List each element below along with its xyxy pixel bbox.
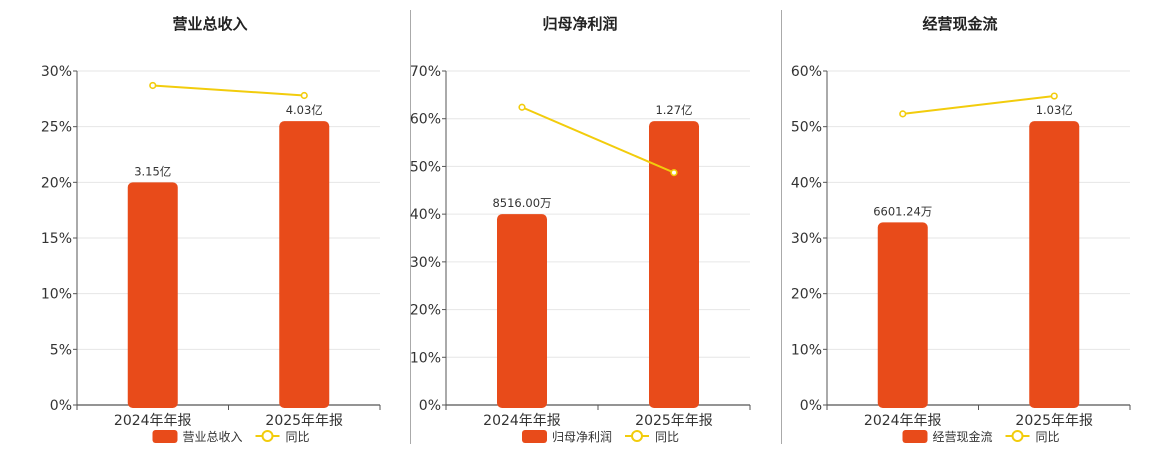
legend-bar-label: 归母净利润 [552, 430, 612, 444]
legend-line-label: 同比 [1036, 430, 1060, 444]
x-tick-label: 2025年年报 [1015, 413, 1093, 429]
bar [1029, 121, 1080, 408]
y-tick-label: 50% [410, 159, 441, 175]
legend-bar-label: 营业总收入 [183, 430, 243, 444]
yoy-point [518, 103, 526, 111]
bar [877, 222, 928, 408]
y-tick-label: 70% [410, 64, 441, 80]
chart-title: 经营现金流 [922, 15, 997, 33]
yoy-point [300, 91, 308, 100]
chart-title: 归母净利润 [542, 15, 617, 33]
y-tick-label: 60% [791, 64, 822, 80]
bar-data-label: 4.03亿 [286, 103, 323, 117]
x-tick-label: 2025年年报 [635, 413, 713, 429]
bar [649, 121, 699, 408]
bar-data-label: 1.27亿 [655, 103, 692, 117]
chart-title: 营业总收入 [172, 15, 247, 33]
x-tick-label: 2025年年报 [265, 413, 343, 429]
x-tick-label: 2024年年报 [114, 413, 192, 429]
legend-line-label: 同比 [286, 430, 310, 444]
bar [279, 121, 330, 408]
y-tick-label: 0% [800, 398, 822, 414]
yoy-line [152, 84, 305, 97]
y-tick-label: 30% [410, 255, 441, 271]
bar-data-label: 8516.00万 [492, 196, 551, 210]
y-tick-label: 20% [410, 303, 441, 319]
legend-bar-swatch [522, 430, 547, 443]
y-tick-label: 40% [791, 175, 822, 191]
y-tick-label: 10% [41, 287, 72, 303]
legend-bar-label: 经营现金流 [933, 429, 993, 444]
legend-bar-swatch [902, 430, 928, 443]
bar-data-label: 1.03亿 [1036, 103, 1073, 117]
x-tick-label: 2024年年报 [483, 413, 561, 429]
y-tick-label: 60% [410, 112, 441, 128]
bar [127, 182, 178, 408]
y-tick-label: 10% [791, 342, 822, 358]
y-tick-label: 5% [50, 342, 72, 358]
bar [497, 214, 547, 408]
legend-line-label: 同比 [655, 430, 679, 444]
bar-data-label: 6601.24万 [873, 204, 932, 218]
y-tick-label: 0% [419, 398, 441, 414]
legend-line-marker [1011, 430, 1024, 442]
yoy-point [1050, 92, 1058, 100]
yoy-line [521, 106, 675, 174]
y-tick-label: 0% [50, 398, 72, 414]
y-tick-label: 25% [41, 120, 72, 136]
y-tick-label: 10% [410, 350, 441, 366]
bar-data-label: 3.15亿 [134, 164, 171, 178]
yoy-line [902, 95, 1055, 115]
y-tick-label: 40% [410, 207, 441, 223]
x-tick-label: 2024年年报 [864, 413, 942, 429]
yoy-point [670, 169, 678, 177]
legend-line-marker [261, 430, 274, 442]
y-tick-label: 20% [41, 175, 72, 191]
y-tick-label: 15% [41, 231, 72, 247]
legend-bar-swatch [152, 430, 178, 443]
y-tick-label: 30% [791, 231, 822, 247]
y-tick-label: 50% [791, 120, 822, 136]
yoy-point [149, 81, 157, 90]
y-tick-label: 30% [41, 64, 72, 80]
y-tick-label: 20% [791, 287, 822, 303]
legend-line-marker [631, 430, 643, 442]
yoy-point [899, 110, 907, 118]
